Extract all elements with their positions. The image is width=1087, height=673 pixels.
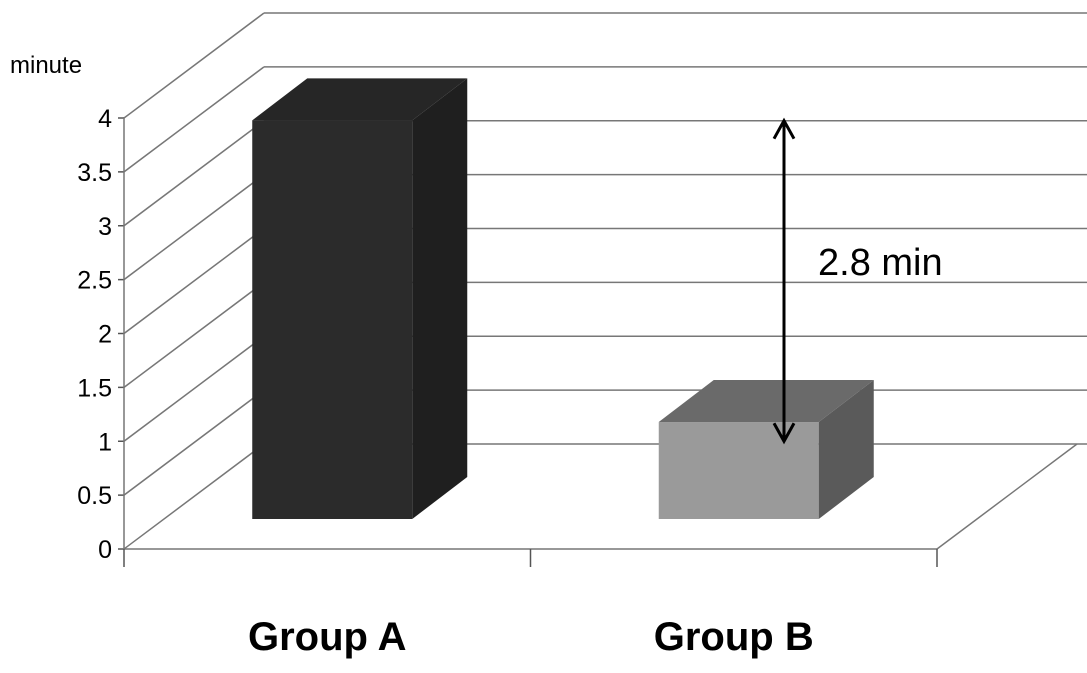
bar-side [412,78,468,519]
bar-top [252,78,468,121]
y-tick-label: 2.5 [77,267,112,295]
bar-front [252,120,413,519]
bar-layer [252,78,874,519]
bar-top [658,380,874,423]
side-grid-line [123,12,265,119]
arrow-head-up [772,117,796,140]
side-grid-line [123,335,265,442]
axis-layer [118,117,1078,567]
y-tick-label: 0 [98,536,112,564]
arrow-head-down [772,422,796,445]
side-grid-line [123,389,265,496]
y-tick-label: 2 [98,321,112,349]
bar-2 [658,380,874,519]
x-category-label: Group A [248,615,407,659]
side-grid-line [123,66,265,173]
floor-edge [936,443,1078,550]
side-grid-line [123,227,265,335]
side-grid-line [123,281,265,388]
x-category-label: Group B [654,615,814,659]
y-tick-label: 3.5 [77,159,112,187]
bar-side [818,380,874,519]
y-tick-label: 1.5 [77,374,112,402]
annotation-label: 2.8 min [818,242,943,284]
y-tick-label: 0.5 [77,482,112,510]
side-grid-line [123,174,265,281]
y-tick-label: 3 [98,213,112,241]
label-layer: 0 0.5 1 1.5 2 2.5 3 3.5 4 Group A Group B 2.8 min [77,105,942,659]
side-grid-line [123,120,265,227]
bar-front [658,422,819,519]
difference-arrow [772,117,796,445]
y-tick-label: 4 [98,105,112,133]
side-grid-line [123,443,265,550]
bar-1 [252,78,468,519]
y-axis-title: minute [10,52,83,79]
y-tick-label: 1 [98,428,112,456]
